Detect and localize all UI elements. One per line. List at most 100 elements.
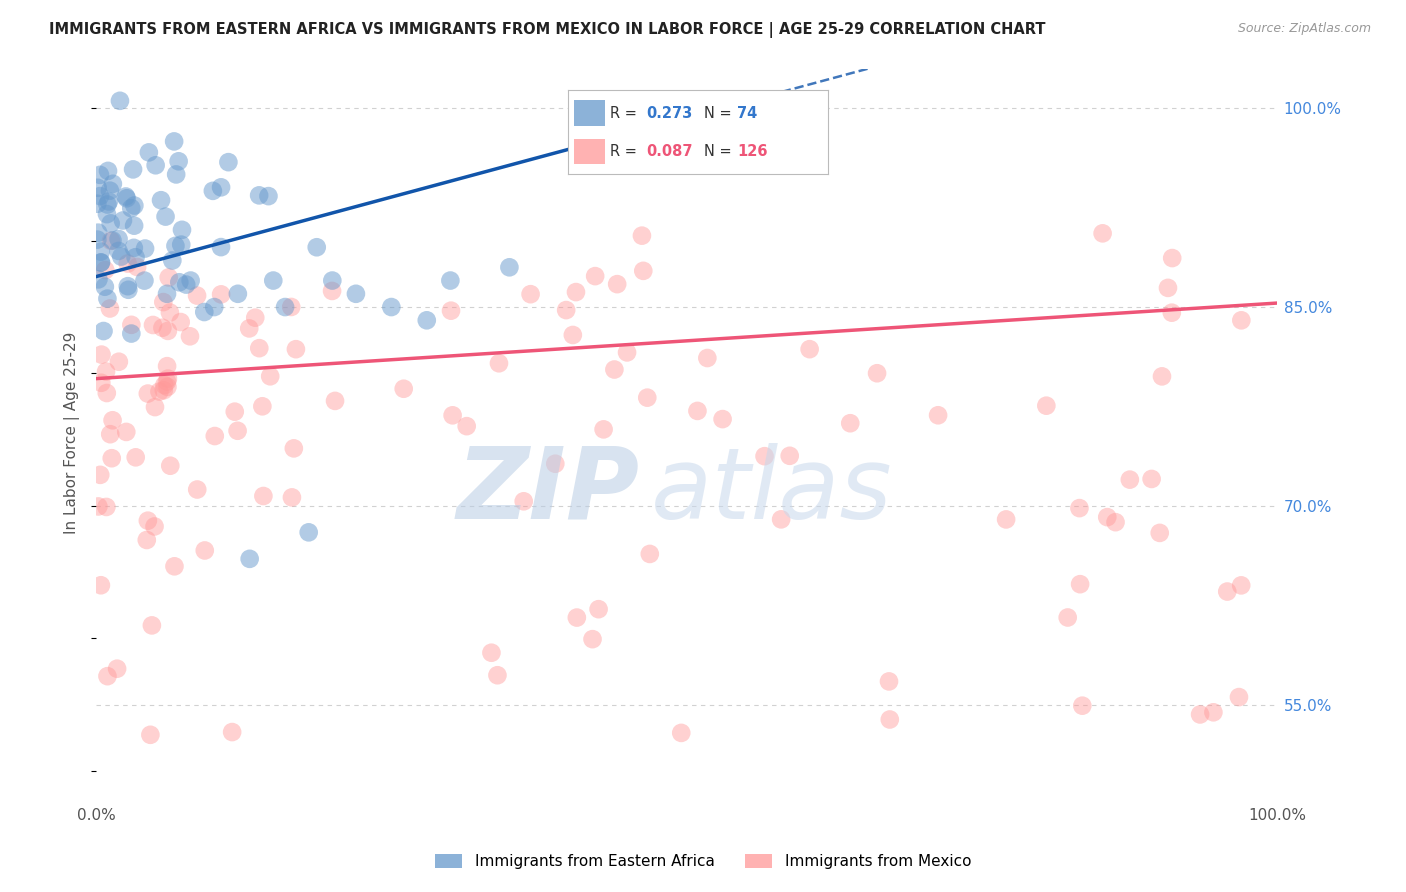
Point xyxy=(94,365,117,379)
Point xyxy=(152,320,174,334)
Point xyxy=(1035,399,1057,413)
Point xyxy=(631,228,654,243)
Point xyxy=(122,219,145,233)
Point xyxy=(107,232,129,246)
Point xyxy=(555,303,578,318)
Point xyxy=(799,342,821,356)
Point xyxy=(544,457,567,471)
Point xyxy=(280,300,302,314)
Point xyxy=(101,234,124,248)
Point xyxy=(1230,313,1253,327)
Point xyxy=(89,168,111,182)
Point xyxy=(170,237,193,252)
Point xyxy=(877,674,900,689)
Point xyxy=(209,287,232,301)
Point xyxy=(86,196,108,211)
Point xyxy=(90,255,112,269)
Point xyxy=(153,378,176,392)
Point xyxy=(115,191,138,205)
Point xyxy=(498,260,520,275)
Point xyxy=(323,393,346,408)
Point xyxy=(120,201,142,215)
Point xyxy=(603,362,626,376)
Point xyxy=(170,223,193,237)
Point xyxy=(779,449,801,463)
Point xyxy=(156,286,179,301)
Point xyxy=(96,197,118,211)
Point xyxy=(583,269,606,284)
Point xyxy=(441,409,464,423)
Point xyxy=(167,154,190,169)
Point xyxy=(204,429,226,443)
Point xyxy=(305,240,328,254)
Point xyxy=(1161,251,1184,265)
Point xyxy=(152,384,174,398)
Point xyxy=(156,380,179,394)
Text: IMMIGRANTS FROM EASTERN AFRICA VS IMMIGRANTS FROM MEXICO IN LABOR FORCE | AGE 25: IMMIGRANTS FROM EASTERN AFRICA VS IMMIGR… xyxy=(49,22,1046,38)
Point xyxy=(115,425,138,439)
Legend: Immigrants from Eastern Africa, Immigrants from Mexico: Immigrants from Eastern Africa, Immigran… xyxy=(429,848,977,875)
Point xyxy=(711,412,734,426)
Point xyxy=(117,283,139,297)
Point xyxy=(105,662,128,676)
Point xyxy=(97,194,120,209)
Point xyxy=(298,525,321,540)
Point xyxy=(565,610,588,624)
Point xyxy=(148,384,170,399)
Point xyxy=(90,244,112,259)
Point xyxy=(519,287,541,301)
Point xyxy=(581,632,603,647)
Point xyxy=(101,413,124,427)
Point xyxy=(96,386,118,401)
Point xyxy=(201,184,224,198)
Point xyxy=(245,310,267,325)
Point xyxy=(159,458,181,473)
Point xyxy=(839,416,862,430)
Point xyxy=(1149,525,1171,540)
Point xyxy=(143,400,166,414)
Point xyxy=(561,328,583,343)
Point xyxy=(274,300,297,314)
Point xyxy=(142,318,165,332)
Point xyxy=(156,371,179,385)
Point xyxy=(165,239,187,253)
Point xyxy=(202,300,225,314)
Point xyxy=(101,177,124,191)
Point xyxy=(380,300,402,314)
Point xyxy=(221,725,243,739)
Point xyxy=(488,356,510,370)
Point xyxy=(163,559,186,574)
Point xyxy=(163,135,186,149)
Point xyxy=(96,669,118,683)
Point xyxy=(193,305,215,319)
Point xyxy=(238,321,260,335)
Point xyxy=(1119,473,1142,487)
Point xyxy=(135,533,157,547)
Point xyxy=(512,494,534,508)
Point xyxy=(344,286,367,301)
Point xyxy=(257,189,280,203)
Point xyxy=(565,285,588,299)
Point xyxy=(1071,698,1094,713)
Point xyxy=(94,263,117,277)
Point xyxy=(98,184,121,198)
Point xyxy=(120,318,142,332)
Point xyxy=(283,442,305,456)
Point xyxy=(1157,281,1180,295)
Point xyxy=(98,427,121,442)
Point xyxy=(117,279,139,293)
Point xyxy=(1104,515,1126,529)
Point xyxy=(696,351,718,365)
Point xyxy=(138,145,160,160)
Point xyxy=(879,713,901,727)
Point xyxy=(1230,578,1253,592)
Point xyxy=(1216,584,1239,599)
Point xyxy=(1097,510,1119,524)
Point xyxy=(97,164,120,178)
Point xyxy=(162,253,184,268)
Point xyxy=(89,189,111,203)
Point xyxy=(165,168,187,182)
Point xyxy=(141,618,163,632)
Point xyxy=(108,94,131,108)
Point xyxy=(592,422,614,436)
